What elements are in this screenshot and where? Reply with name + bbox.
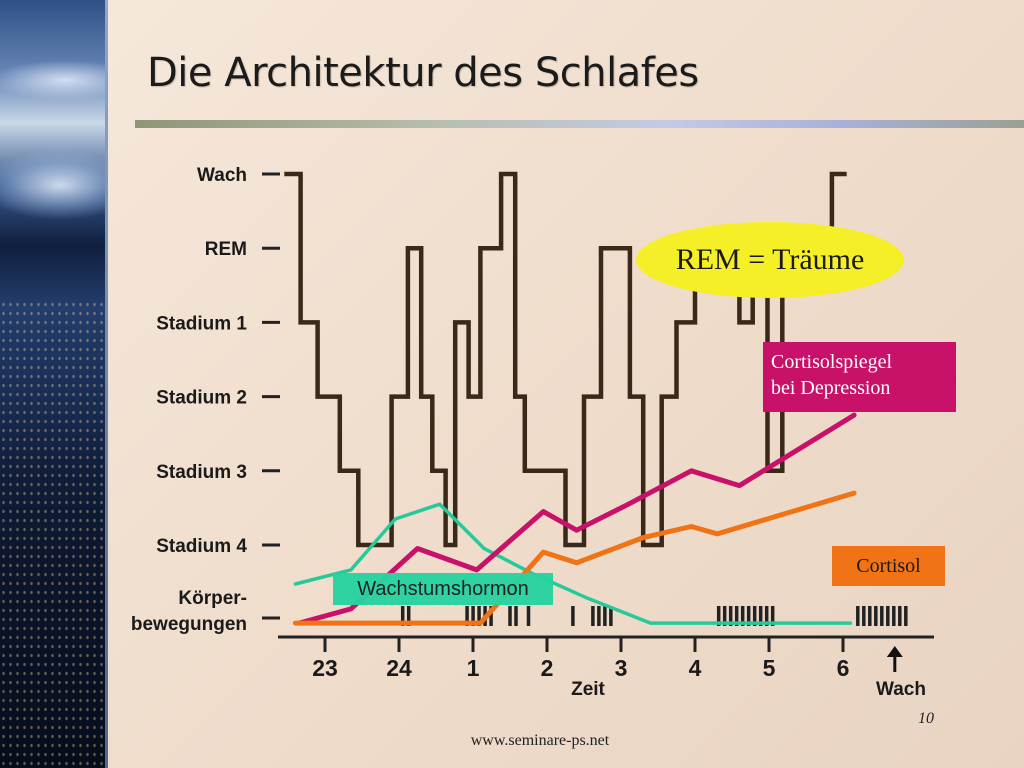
x-tick-label: 5 — [763, 655, 776, 681]
rem-callout: REM = Träume — [636, 222, 904, 298]
wake-axis-label: Wach — [876, 679, 926, 700]
movement-cluster — [856, 606, 908, 626]
growth-hormone-line — [293, 502, 853, 625]
y-tick-label: Stadium 1 — [156, 313, 247, 334]
city-lights — [0, 300, 105, 768]
cortisol-depression-line1: Cortisolspiegel — [771, 351, 893, 373]
movement-label: Körper- — [178, 588, 247, 609]
y-tick-label: REM — [205, 239, 247, 260]
page-number: 10 — [918, 710, 934, 727]
x-axis-title: Zeit — [571, 679, 605, 700]
photo-edge — [105, 0, 108, 768]
cortisol-depression-line2: bei Depression — [771, 377, 891, 399]
y-tick-label: Stadium 3 — [156, 462, 247, 483]
y-tick-label: Wach — [197, 165, 247, 186]
title-underline — [135, 120, 1024, 128]
slide-title: Die Architektur des Schlafes — [147, 50, 699, 96]
cloud-highlight — [0, 60, 105, 100]
x-tick-label: 3 — [615, 655, 628, 681]
wake-arrow-head — [886, 646, 903, 657]
sky-city-photo — [0, 0, 105, 768]
x-tick-label: 24 — [386, 655, 412, 681]
x-tick-label: 6 — [837, 655, 850, 681]
x-tick-label: 23 — [312, 655, 338, 681]
cortisol-depression-label: Cortisolspiegel bei Depression — [763, 342, 956, 412]
x-tick-label: 2 — [541, 655, 554, 681]
movement-label: bewegungen — [131, 614, 247, 635]
x-tick-label: 4 — [689, 655, 702, 681]
y-axis: Wach REM Stadium 1 Stadium 2 Stadium 3 Stadiu… — [131, 165, 280, 635]
movement-cluster — [591, 606, 613, 626]
y-tick-label: Stadium 2 — [156, 388, 247, 409]
y-tick-label: Stadium 4 — [156, 536, 247, 557]
cloud-highlight — [0, 150, 105, 220]
movement-cluster — [508, 606, 518, 626]
x-tick-label: 1 — [467, 655, 480, 681]
cortisol-label: Cortisol — [832, 546, 945, 586]
cortisol-line — [292, 490, 857, 626]
growth-hormone-label: Wachstumshormon — [333, 573, 553, 605]
footer-url: www.seminare-ps.net — [470, 732, 610, 749]
